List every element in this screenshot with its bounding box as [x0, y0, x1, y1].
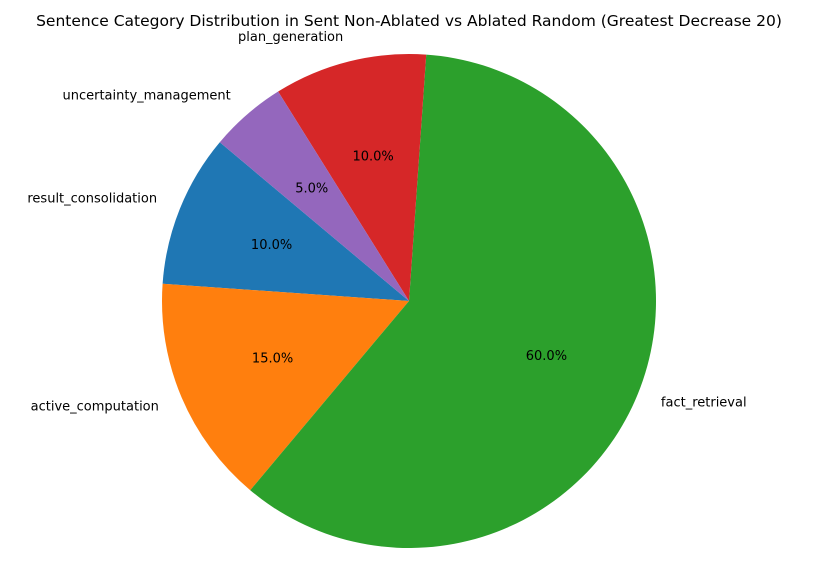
category-label-plan-generation: plan_generation	[238, 30, 343, 45]
percent-labels: 10.0% 15.0% 60.0% 10.0% 5.0%	[251, 150, 567, 367]
percent-label-result-consolidation: 10.0%	[251, 238, 292, 253]
percent-label-plan-generation: 10.0%	[352, 150, 393, 165]
pie-slice-result-consolidation	[162, 142, 409, 301]
percent-label-active-computation: 15.0%	[252, 351, 293, 366]
pie-slice-fact-retrieval	[250, 54, 656, 548]
pie-slice-uncertainty-management	[219, 91, 409, 301]
category-label-result-consolidation: result_consolidation	[27, 192, 157, 207]
chart-title: Sentence Category Distribution in Sent N…	[36, 12, 782, 30]
pie-slices	[162, 54, 656, 548]
category-label-fact-retrieval: fact_retrieval	[661, 395, 747, 410]
pie-slice-active-computation	[162, 283, 409, 491]
category-label-active-computation: active_computation	[31, 400, 159, 415]
category-label-uncertainty-management: uncertainty_management	[62, 88, 230, 103]
percent-label-fact-retrieval: 60.0%	[526, 349, 567, 364]
pie-slice-plan-generation	[278, 54, 427, 302]
percent-label-uncertainty-management: 5.0%	[295, 182, 328, 197]
category-labels: result_consolidation active_computation fa…	[27, 30, 746, 415]
